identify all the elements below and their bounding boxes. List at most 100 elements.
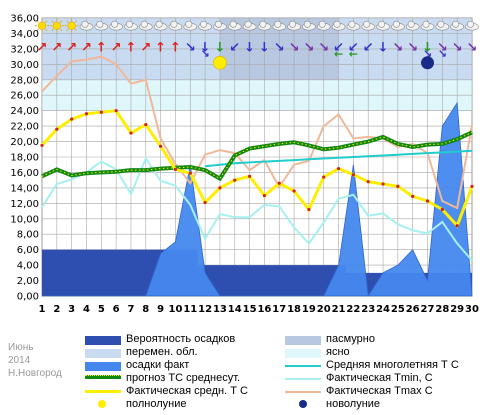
wind-arrow-icon: ↘ [318, 40, 329, 55]
y-tick-label: 20,00 [10, 137, 39, 148]
y-tick-label: 28,00 [10, 75, 39, 86]
cloud-icon-puff [185, 20, 193, 28]
y-tick-label: 16,00 [10, 168, 39, 179]
tmean-point [277, 181, 281, 185]
cloud-icon [242, 20, 257, 31]
cloud-icon [124, 20, 138, 31]
legend-precip-fact: осадки факт [126, 359, 190, 371]
wind-arrow-icon: ↘ [437, 40, 448, 55]
sun-icon [35, 18, 49, 33]
cloud-icon-puff [274, 20, 282, 28]
y-axis-ticks: 0,00 2,00 4,00 6,00 8,00 10,00 12,00 14,00 16,00… [10, 14, 39, 303]
y-tick-label: 10,00 [10, 214, 39, 225]
cloud-icon [405, 20, 420, 31]
wind-arrow-icon: ↙ [348, 40, 359, 55]
tmean-point [322, 175, 326, 179]
cloud-icon-puff [378, 20, 386, 28]
cloud-icon-puff [407, 20, 415, 28]
temperature-lines [40, 55, 474, 262]
sun-icon-ray [60, 28, 63, 31]
y-tick-label: 24,00 [10, 106, 39, 117]
series-tmax [41, 55, 473, 210]
y-tick-label: 2,00 [17, 276, 39, 287]
legend-swatch-tmax [285, 391, 321, 393]
x-tick-label: 5 [98, 304, 105, 315]
wind-arrow-icon: ↘ [392, 40, 403, 55]
y-tick-label: 22,00 [10, 122, 39, 133]
tmean-point [203, 200, 207, 205]
tmean-point [455, 224, 459, 228]
legend-swatch-forecast [85, 375, 121, 379]
x-tick-label: 17 [272, 304, 286, 315]
tmean-point [366, 180, 370, 184]
x-tick-label: 11 [183, 304, 197, 315]
cloud-icon-puff [155, 20, 163, 28]
wind-arrow-icon: ↗ [66, 40, 77, 55]
wind-arrow-icon: ↑ [155, 40, 166, 55]
cloud-icon [450, 20, 464, 31]
x-tick-label: 18 [287, 304, 301, 315]
x-tick-label: 3 [68, 304, 75, 315]
tmean-point [114, 109, 118, 113]
x-tick-label: 16 [257, 304, 271, 315]
weather-chart: ↗ ↗ ↗ ↗ ↑ ↗ ↑ ↗ ↑ ↑ ↘ ↓ ↓ ↙ ↓ ↓ ↘ ↘ ↘ ↘ ↙ ↙ ↙ ↓ ↘ ↘ ↓ ↘ ↘ ↘↘ ← ← ↘ ↘ 0,00… [10, 14, 479, 316]
wind-arrow-icon: ↓ [422, 40, 433, 55]
legend-swatch-new-moon [299, 400, 307, 408]
cloud-icon-puff [170, 20, 178, 28]
legend-clear: ясно [326, 346, 350, 358]
legend-tmin: Фактическая Tmin, С [326, 372, 433, 384]
series-precip-fact [42, 101, 473, 298]
wind-arrow-icon: ↘ [467, 40, 478, 55]
cloud-icon-puff [437, 20, 445, 28]
cloud-icon-puff [96, 20, 104, 28]
tmean-point [292, 189, 296, 193]
tmean-point [70, 117, 74, 121]
precipitation-areas [42, 101, 473, 298]
weather-icons-row: ↗ ↗ ↗ ↗ ↑ ↗ ↑ ↗ ↑ ↑ ↘ ↓ ↓ ↙ ↓ ↓ ↘ ↘ ↘ ↘ ↙ ↙ ↙ ↓ ↘ ↘ ↓ ↘ ↘ ↘↘ ← ← ↘ ↘ [35, 18, 479, 70]
x-tick-label: 26 [406, 304, 420, 315]
tmean-point [351, 173, 355, 177]
wind-arrow-icon: ↑ [126, 40, 137, 55]
y-tick-label: 32,00 [10, 44, 39, 55]
x-tick-label: 24 [376, 304, 390, 315]
cloud-icon [302, 20, 316, 31]
cloud-icon [316, 20, 331, 31]
sun-icon-ray [66, 20, 69, 23]
cloud-icon-puff [81, 20, 89, 28]
sun-icon [49, 18, 64, 33]
wind-arrow-icon: ↘ [289, 40, 300, 55]
wind-arrow-icon: ↓ [200, 40, 211, 55]
legend-clim: Средняя многолетняя Т С [326, 359, 459, 371]
x-tick-label: 4 [83, 304, 90, 315]
sun-icon-disc [37, 21, 47, 30]
tmean-point [336, 166, 341, 171]
legend-swatch-overcast [285, 336, 321, 345]
series-tmin [41, 156, 473, 262]
tmean-point [396, 184, 400, 188]
cloud-icon [183, 20, 198, 31]
cloud-icon [376, 20, 390, 31]
cloud-icon-puff [392, 20, 400, 28]
cloud-icon [109, 20, 123, 31]
cloud-icon [346, 20, 361, 31]
x-tick-label: 25 [391, 304, 405, 315]
tmean-point [307, 207, 311, 212]
y-tick-label: 36,00 [10, 14, 39, 25]
sun-icon-disc [52, 21, 61, 30]
sun-icon-ray [74, 20, 77, 23]
y-tick-label: 8,00 [17, 230, 39, 241]
cloud-icon-puff [214, 20, 222, 28]
y-tick-label: 0,00 [17, 292, 39, 303]
cloud-icon-puff [318, 20, 326, 28]
cloud-icon-puff [229, 20, 237, 28]
tmean-point [262, 194, 267, 198]
wind-arrow-icon: ↘ [452, 40, 463, 55]
wind-arrow-icon: ↘ [438, 47, 447, 60]
tmean-point [129, 131, 133, 135]
legend-swatch-full-moon [98, 400, 106, 408]
cloud-icon [272, 20, 287, 31]
wind-arrow-icon: ↘ [274, 40, 285, 55]
legend-forecast: прогноз ТС среднесут. [126, 372, 241, 384]
cloud-icon-puff [111, 20, 119, 28]
cloud-icon [331, 20, 346, 31]
